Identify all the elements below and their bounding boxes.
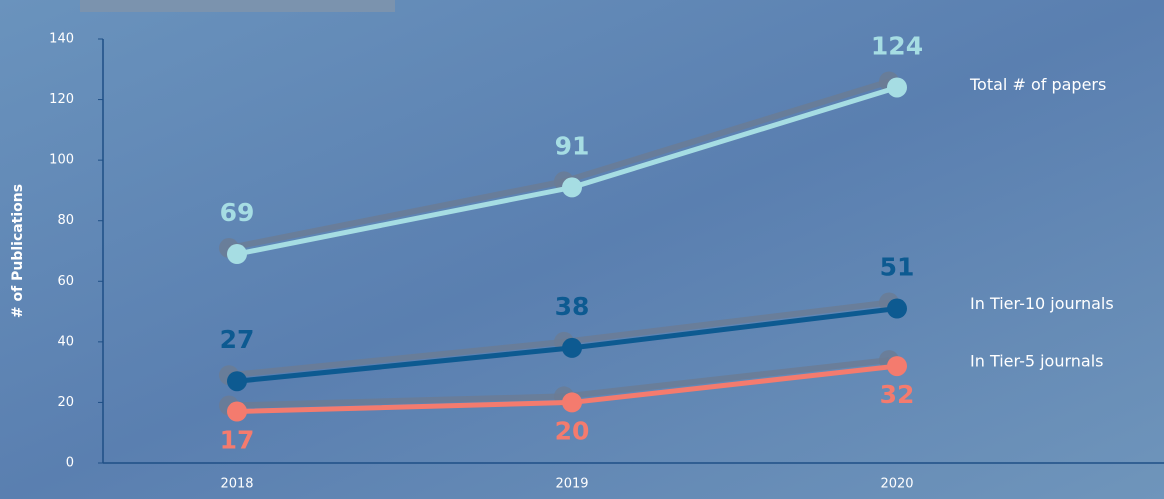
point	[887, 298, 907, 319]
y-tick-label: 0	[66, 456, 74, 471]
y-tick-label: 80	[57, 213, 74, 228]
point	[562, 392, 582, 413]
value-label: 69	[220, 198, 255, 227]
value-label: 38	[555, 292, 590, 321]
x-tick-label: 2020	[880, 477, 913, 492]
point	[562, 337, 582, 358]
x-tick-label: 2018	[220, 477, 253, 492]
point	[227, 244, 247, 265]
y-tick-label: 20	[57, 395, 74, 410]
point	[887, 77, 907, 98]
series-name: Total # of papers	[969, 75, 1106, 94]
series-name: In Tier-5 journals	[970, 352, 1104, 371]
y-tick-label: 120	[49, 92, 74, 107]
value-label: 32	[880, 380, 915, 409]
y-tick-label: 60	[57, 274, 74, 289]
value-label: 27	[220, 325, 255, 354]
value-label: 51	[880, 253, 915, 282]
value-label: 20	[555, 416, 590, 445]
y-tick-label: 40	[57, 334, 74, 349]
y-tick-label: 140	[49, 32, 74, 47]
value-label: 91	[555, 131, 590, 160]
point	[562, 177, 582, 198]
point	[887, 356, 907, 377]
value-label: 17	[220, 426, 255, 455]
y-tick-label: 100	[49, 153, 74, 168]
point	[227, 371, 247, 392]
header-bar	[80, 0, 395, 12]
x-tick-label: 2019	[555, 477, 588, 492]
point	[227, 401, 247, 422]
series-name: In Tier-10 journals	[970, 294, 1114, 313]
value-label: 124	[871, 31, 923, 60]
y-axis-title: # of Publications	[10, 184, 26, 318]
